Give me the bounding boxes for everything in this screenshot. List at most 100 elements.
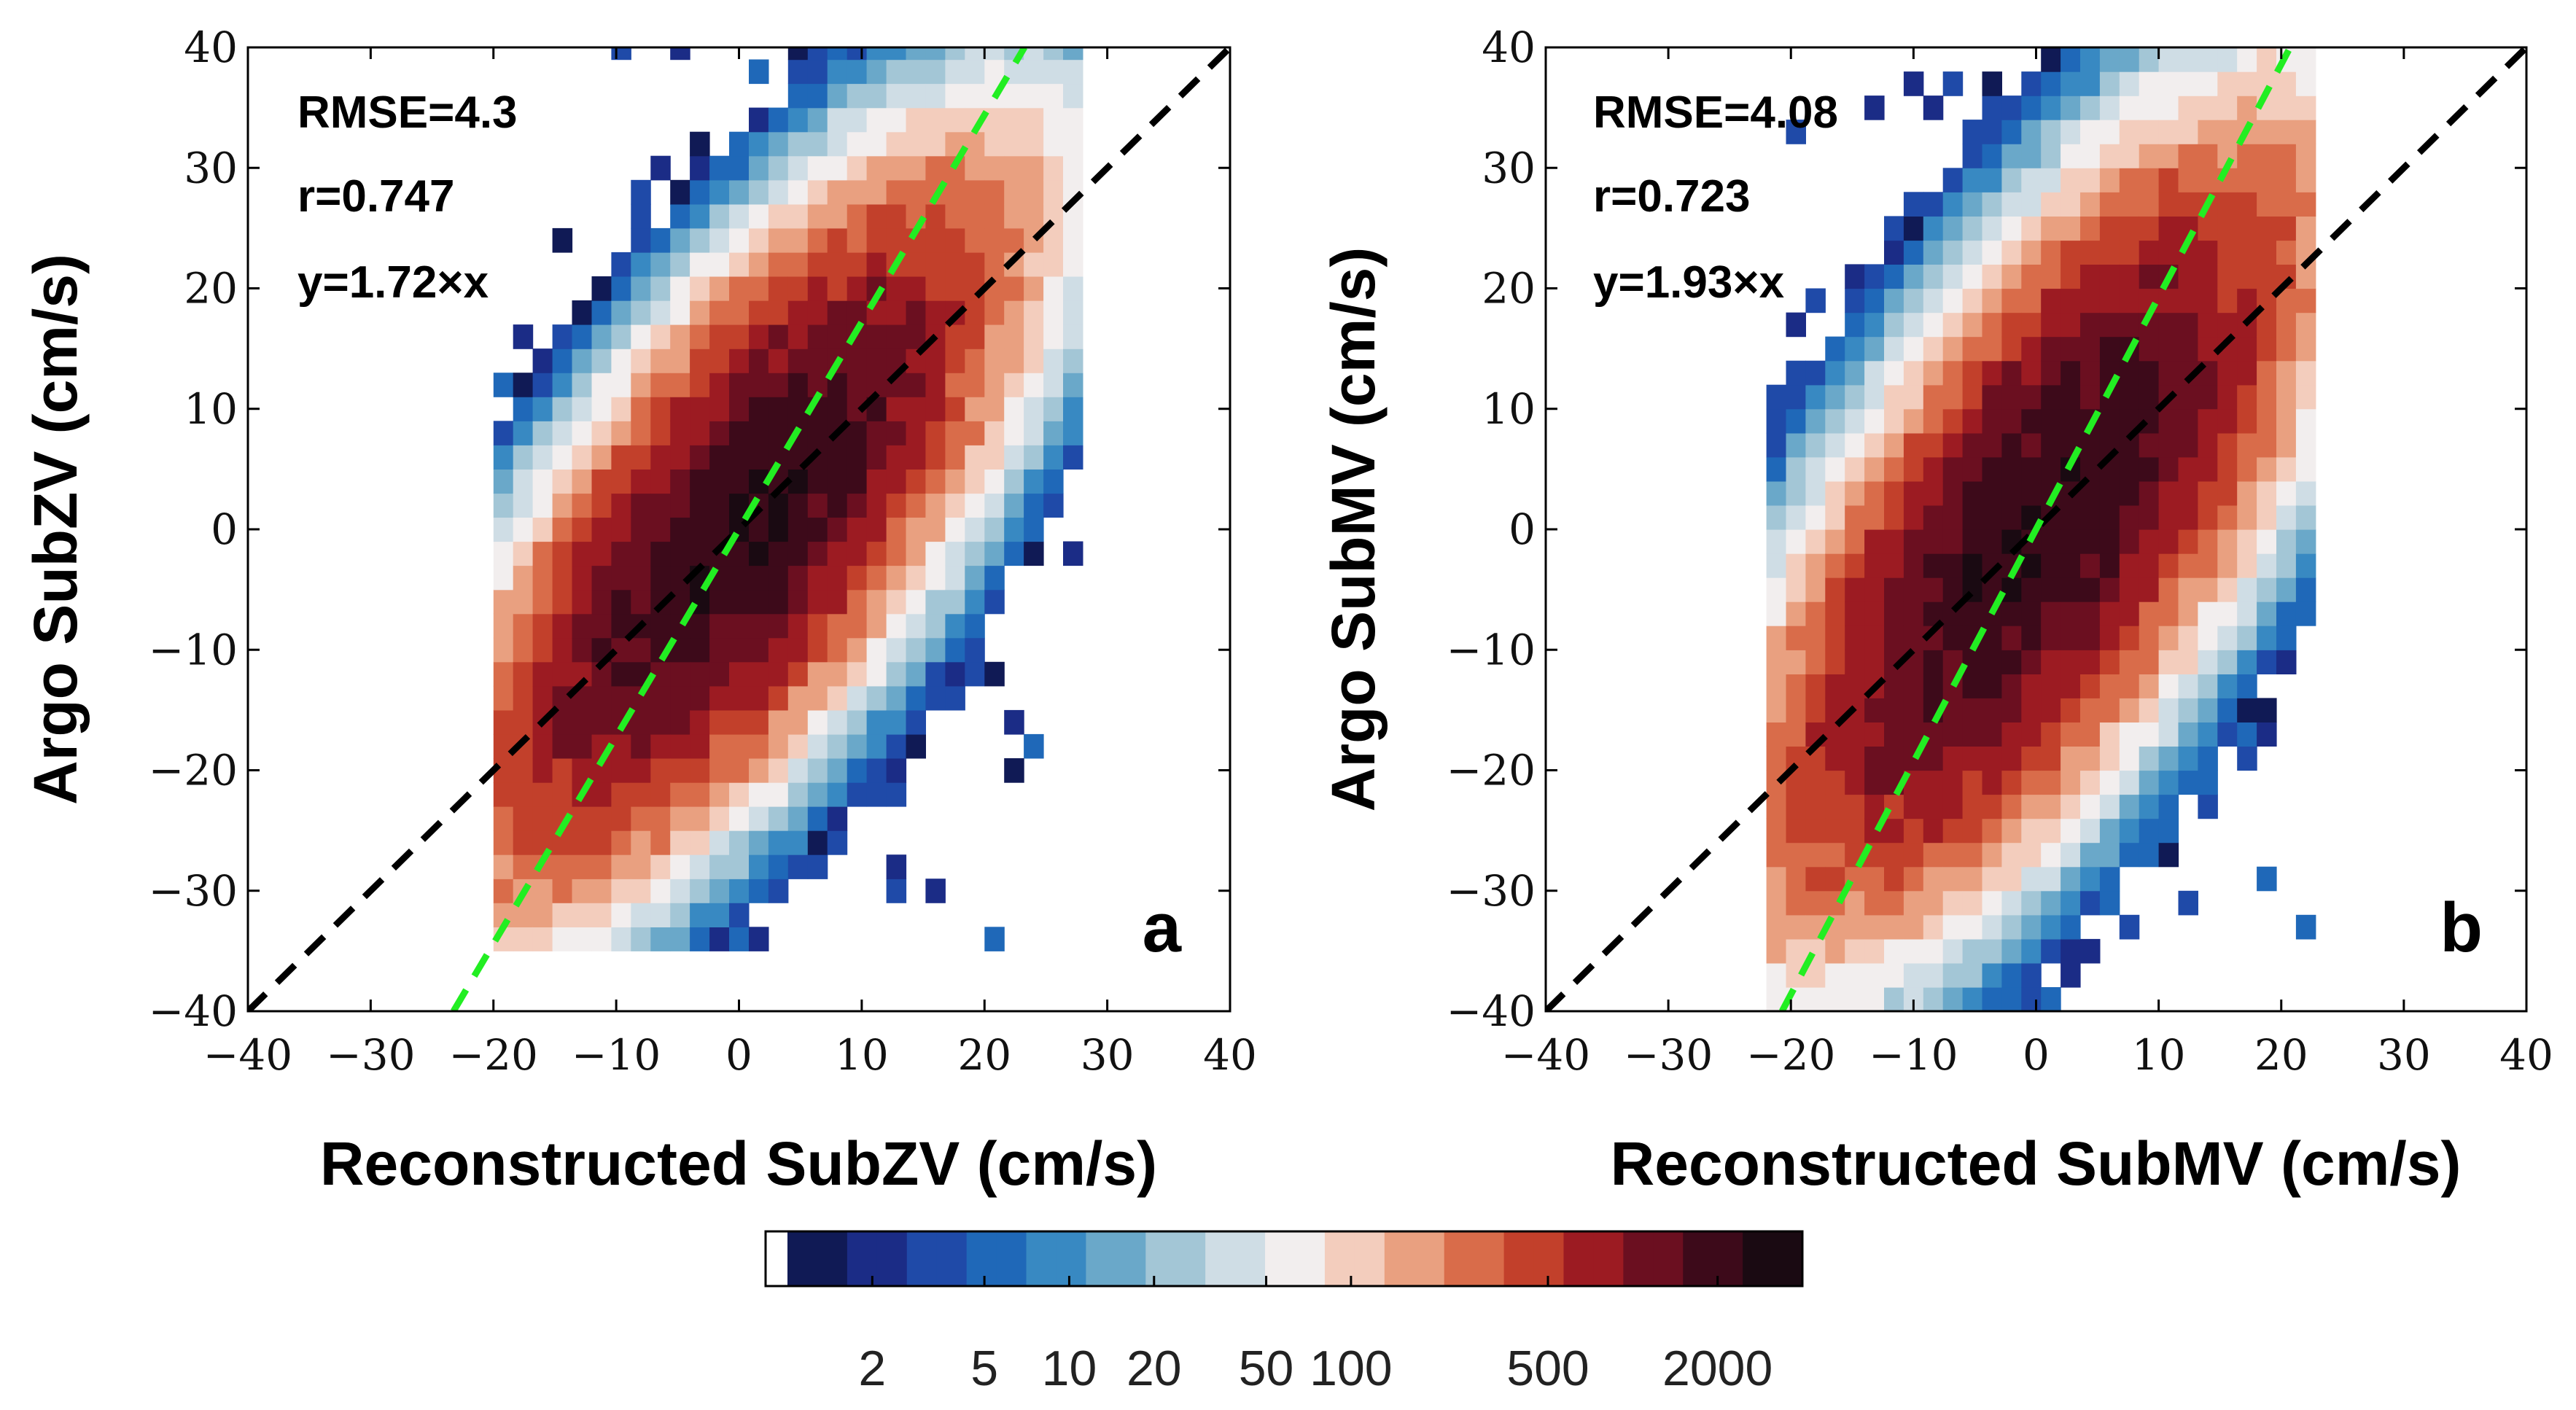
heat-cell — [1766, 408, 1787, 434]
heat-cell — [2276, 336, 2297, 362]
heat-cell — [2276, 505, 2297, 530]
heat-cell — [729, 806, 750, 831]
heat-cell — [729, 733, 750, 759]
heat-cell — [729, 879, 750, 903]
heat-cell — [2001, 432, 2022, 458]
heat-cell — [2276, 601, 2297, 626]
heat-cell — [729, 709, 750, 735]
heat-cell — [768, 252, 789, 277]
heat-cell — [749, 300, 769, 325]
heat-cell — [984, 252, 1005, 277]
heat-cell — [513, 854, 534, 879]
heat-cell — [2041, 336, 2061, 362]
heat-cell — [1903, 674, 1924, 698]
heat-cell — [1766, 384, 1787, 410]
lines-a — [248, 47, 1230, 1011]
heat-cell — [1825, 384, 1845, 410]
heat-cell — [886, 541, 907, 566]
heat-cell — [2139, 336, 2160, 362]
heat-cell — [552, 879, 573, 903]
heat-cell — [1043, 421, 1064, 445]
heat-cell — [1903, 360, 1924, 386]
x-tick-label: 30 — [2377, 1030, 2431, 1080]
heat-cell — [906, 252, 926, 277]
heat-cell — [493, 469, 514, 494]
heat-cell — [749, 397, 769, 421]
heat-cell — [2119, 312, 2140, 338]
heat-cell — [1942, 264, 1964, 289]
heat-cell — [886, 397, 907, 421]
heat-cell — [2257, 384, 2277, 410]
x-tick-label: −10 — [572, 1030, 661, 1080]
heat-cell — [1982, 866, 2002, 892]
heat-cell — [2041, 408, 2061, 434]
heat-cell — [965, 493, 985, 518]
heat-cell — [945, 397, 965, 421]
heat-cell — [749, 227, 769, 253]
heat-cell — [572, 637, 592, 663]
heat-cell — [1884, 432, 1904, 458]
heat-cell — [2295, 312, 2316, 338]
heat-cell — [847, 565, 868, 591]
heat-cell — [2139, 240, 2160, 265]
heat-cell — [787, 252, 809, 277]
heat-cell — [2061, 264, 2081, 289]
heat-cell — [984, 179, 1005, 205]
heat-cell — [866, 421, 887, 445]
heat-cell — [925, 421, 946, 445]
heat-cell — [1942, 746, 1964, 771]
heat-cell — [1903, 505, 1924, 530]
heat-cell — [611, 758, 631, 783]
heat-cell — [591, 541, 612, 566]
heat-cell — [2080, 216, 2101, 241]
heat-cell — [787, 324, 809, 349]
heat-cell — [1063, 397, 1083, 421]
heat-cell — [1884, 288, 1904, 313]
heat-cell — [2178, 746, 2198, 771]
heat-cell — [847, 300, 868, 325]
heat-cell — [787, 397, 809, 421]
heat-cell — [807, 348, 828, 373]
heat-cell — [2237, 456, 2257, 482]
heat-cell — [925, 565, 946, 591]
heat-cell — [2217, 47, 2238, 72]
colorbar-cell — [1474, 1231, 1505, 1286]
heat-cell — [1923, 456, 1944, 482]
heat-cell — [847, 107, 868, 133]
heat-cell — [847, 661, 868, 687]
heat-cell — [1024, 733, 1044, 759]
heat-cell — [886, 493, 907, 518]
heat-cell — [1923, 890, 1944, 916]
heat-cell — [2198, 601, 2218, 626]
heat-cell — [787, 782, 809, 807]
heat-cell — [768, 324, 789, 349]
heat-cell — [2021, 312, 2042, 338]
heat-cell — [1024, 131, 1044, 157]
heat-cell — [1845, 722, 1865, 747]
heat-cell — [532, 421, 553, 445]
heat-cell — [1884, 264, 1904, 289]
heat-cell — [552, 373, 573, 397]
heat-cell — [1063, 252, 1083, 277]
heat-cell — [749, 589, 769, 615]
heat-cell — [690, 541, 710, 566]
heat-cell — [807, 806, 828, 831]
heat-cell — [787, 830, 809, 855]
heat-cell — [2099, 192, 2120, 217]
heat-cell — [827, 469, 848, 494]
y-tick-label: −10 — [149, 625, 238, 674]
heat-cell — [532, 613, 553, 639]
heat-cell — [513, 324, 534, 349]
heat-cell — [866, 227, 887, 253]
heat-cell — [2198, 96, 2218, 120]
heat-cell — [2099, 71, 2120, 96]
heat-cell — [1942, 192, 1964, 217]
heat-cell — [2158, 553, 2179, 578]
heat-cell — [1825, 962, 1845, 988]
heat-cell — [2276, 456, 2297, 482]
heat-cell — [1786, 384, 1806, 410]
heat-cell — [611, 517, 631, 542]
heat-cell — [2237, 264, 2257, 289]
heat-cell — [1805, 360, 1826, 386]
heat-cell — [749, 59, 769, 85]
